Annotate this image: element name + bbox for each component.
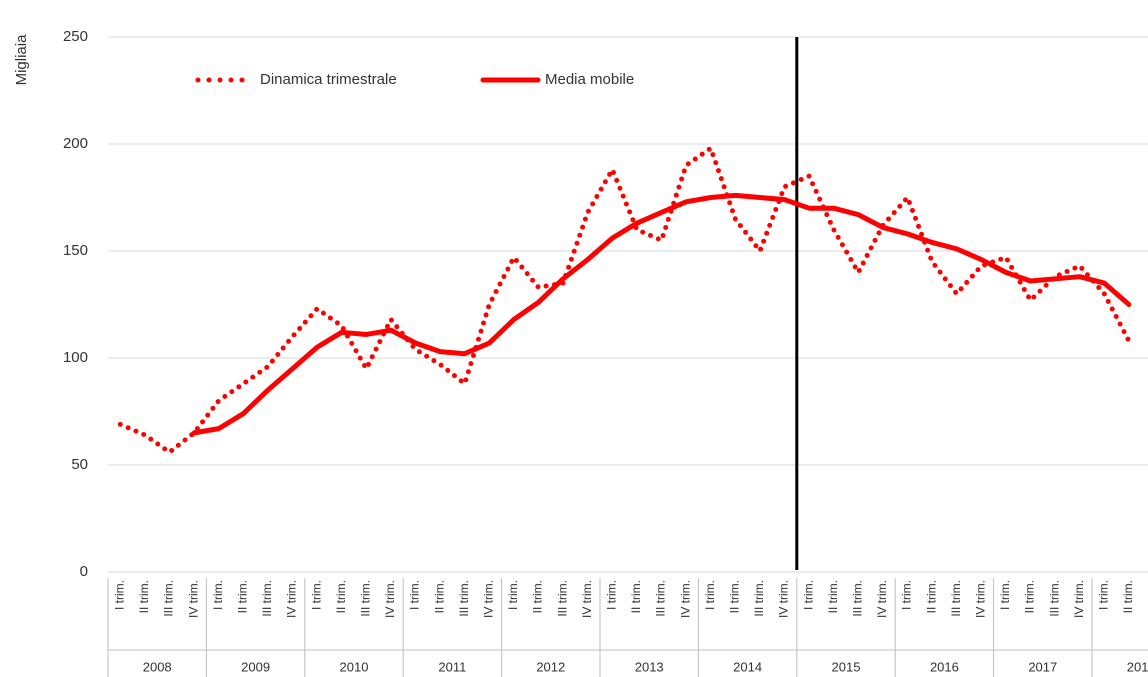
x-tick-label: I trim.	[506, 580, 520, 610]
x-tick-label: III trim.	[457, 580, 471, 617]
x-tick-label: II trim.	[727, 580, 741, 613]
x-tick-label: IV trim.	[973, 580, 987, 618]
x-tick-label: I trim.	[604, 580, 618, 610]
x-tick-label: II trim.	[137, 580, 151, 613]
year-label: 2012	[536, 659, 565, 674]
year-label: 2009	[241, 659, 270, 674]
year-label: 2010	[340, 659, 369, 674]
x-tick-label: III trim.	[1047, 580, 1061, 617]
x-tick-label: III trim.	[260, 580, 274, 617]
y-tick-label: 200	[63, 135, 88, 152]
y-tick-label: 50	[71, 456, 88, 473]
x-tick-label: IV trim.	[678, 580, 692, 618]
x-tick-label: I trim.	[1096, 580, 1110, 610]
year-label: 2015	[832, 659, 861, 674]
x-tick-label: I trim.	[408, 580, 422, 610]
x-tick-label: IV trim.	[186, 580, 200, 618]
year-label: 2013	[635, 659, 664, 674]
x-tick-label: IV trim.	[481, 580, 495, 618]
x-tick-label: III trim.	[850, 580, 864, 617]
year-label: 2016	[930, 659, 959, 674]
x-tick-label: IV trim.	[777, 580, 791, 618]
x-tick-label: I trim.	[801, 580, 815, 610]
y-axis-label: Migliaia	[13, 34, 30, 86]
x-tick-label: III trim.	[752, 580, 766, 617]
legend-label: Media mobile	[545, 71, 634, 88]
x-tick-label: II trim.	[924, 580, 938, 613]
x-tick-label: I trim.	[112, 580, 126, 610]
y-tick-label: 100	[63, 349, 88, 366]
year-label: 2017	[1028, 659, 1057, 674]
y-tick-label: 0	[80, 563, 88, 580]
x-tick-label: I trim.	[998, 580, 1012, 610]
x-tick-label: III trim.	[162, 580, 176, 617]
x-tick-label: II trim.	[1023, 580, 1037, 613]
x-tick-label: II trim.	[235, 580, 249, 613]
y-tick-label: 250	[63, 28, 88, 45]
x-tick-label: IV trim.	[1072, 580, 1086, 618]
x-tick-label: II trim.	[826, 580, 840, 613]
line-series	[117, 145, 1132, 455]
x-tick-label: II trim.	[432, 580, 446, 613]
x-tick-label: II trim.	[629, 580, 643, 613]
year-label: 2011	[438, 659, 466, 674]
x-tick-label: I trim.	[309, 580, 323, 610]
x-tick-label: III trim.	[654, 580, 668, 617]
legend-label: Dinamica trimestrale	[260, 71, 397, 88]
x-tick-label: III trim.	[949, 580, 963, 617]
x-tick-label: IV trim.	[285, 580, 299, 618]
x-tick-label: II trim.	[334, 580, 348, 613]
x-tick-label: IV trim.	[580, 580, 594, 618]
y-tick-label: 150	[63, 242, 88, 259]
year-label: 2014	[733, 659, 762, 674]
x-tick-label: IV trim.	[383, 580, 397, 618]
x-tick-label: IV trim.	[875, 580, 889, 618]
x-tick-label: II trim.	[1121, 580, 1135, 613]
x-tick-label: II trim.	[531, 580, 545, 613]
line-series	[191, 192, 1132, 436]
x-tick-label: III trim.	[555, 580, 569, 617]
year-label: 2018	[1127, 659, 1148, 674]
x-tick-label: III trim.	[358, 580, 372, 617]
x-tick-label: I trim.	[211, 580, 225, 610]
year-label: 2008	[143, 659, 172, 674]
x-tick-label: I trim.	[900, 580, 914, 610]
x-tick-label: I trim.	[703, 580, 717, 610]
